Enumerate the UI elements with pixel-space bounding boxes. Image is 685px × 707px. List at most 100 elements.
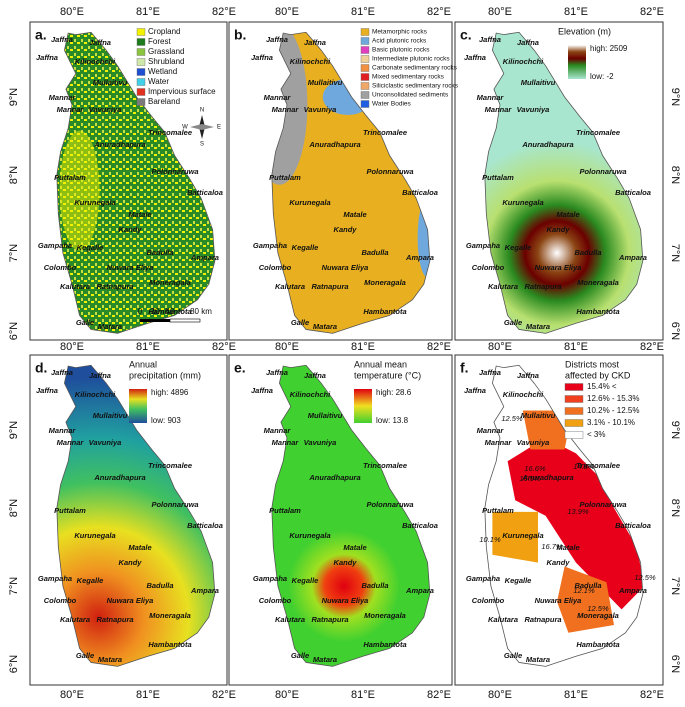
- district-label: Jaffna: [89, 38, 111, 47]
- lon-tick-label: 82°E: [427, 6, 451, 18]
- district-label: Puttalam: [269, 506, 301, 515]
- district-label: Ratnapura: [311, 282, 348, 291]
- district-label: Kilinochchi: [75, 390, 116, 399]
- district-label: Colombo: [472, 596, 505, 605]
- district-label: Hambantota: [576, 307, 619, 316]
- lon-tick-label: 81°E: [351, 6, 375, 18]
- district-label: Jaffna: [464, 53, 486, 62]
- legend-title: Annual: [129, 359, 157, 369]
- district-label: Mannar: [49, 93, 77, 102]
- legend-swatch: [564, 395, 584, 403]
- district-label: Jaffna: [89, 371, 111, 380]
- legend-high: high: 2509: [590, 44, 628, 53]
- district-label: Moneragala: [577, 278, 619, 287]
- lon-tick-label: 82°E: [427, 341, 451, 353]
- legend-label: Intermediate plutonic rocks: [372, 56, 450, 63]
- lon-tick-label: 82°E: [212, 6, 236, 18]
- district-label: Mannar: [264, 426, 292, 435]
- panel-frame: [228, 354, 453, 686]
- district-label: Puttalam: [482, 173, 514, 182]
- district-label: Mullaitivu: [521, 78, 556, 87]
- ckd-rate-label: 13.9%: [567, 507, 589, 516]
- district-label: Ratnapura: [311, 615, 348, 624]
- district-label: Mannar: [264, 93, 292, 102]
- legend-swatch: [136, 38, 146, 46]
- district-label: Jaffna: [304, 38, 326, 47]
- district-label: Mullaitivu: [521, 411, 556, 420]
- district-label: Mannar: [272, 438, 300, 447]
- compass-letter: E: [217, 125, 221, 131]
- lon-tick-label: 80°E: [275, 6, 299, 18]
- legend-label: Water Bodies: [372, 101, 412, 108]
- lon-tick-label: 80°E: [488, 689, 512, 701]
- legend-label: Shrubland: [148, 57, 184, 66]
- district-label: Mannar: [57, 105, 85, 114]
- district-label: Kalutara: [488, 282, 518, 291]
- lon-tick-label: 80°E: [60, 341, 84, 353]
- district-label: Kegalle: [77, 243, 104, 252]
- legend-label: Acid plutonic rocks: [372, 38, 427, 45]
- color-bar: [354, 389, 372, 423]
- district-label: Matara: [526, 322, 550, 331]
- scale-label: 20: [151, 307, 160, 316]
- compass-letter: N: [200, 108, 204, 114]
- legend-swatch: [360, 64, 370, 72]
- district-label: Kandy: [547, 558, 571, 567]
- district-label: Gampaha: [253, 241, 287, 250]
- district-label: Nuwara Eliya: [322, 596, 369, 605]
- district-label: Kilinochchi: [503, 390, 544, 399]
- ckd-rate-label: 12.1%: [573, 586, 595, 595]
- district-label: Colombo: [259, 263, 292, 272]
- district-label: Hambantota: [148, 307, 191, 316]
- lon-tick-label: 81°E: [351, 689, 375, 701]
- district-label: Batticaloa: [187, 521, 223, 530]
- district-label: Badulla: [146, 581, 173, 590]
- district-label: Anuradhapura: [93, 140, 145, 149]
- legend-label: Forest: [148, 37, 171, 46]
- lon-tick-label: 80°E: [60, 689, 84, 701]
- ckd-rate-label: 12.5%: [587, 604, 609, 613]
- district-label: Kurunegala: [74, 531, 115, 540]
- legend-swatch: [136, 28, 146, 36]
- lat-tick-label: 6°N: [8, 322, 20, 341]
- legend-swatch: [136, 48, 146, 56]
- district-label: Matara: [98, 322, 122, 331]
- district-label: Galle: [76, 651, 94, 660]
- district-label: Ampara: [618, 253, 647, 262]
- lat-tick-label: 7°N: [8, 244, 20, 263]
- district-label: Galle: [76, 318, 94, 327]
- district-label: Mullaitivu: [93, 411, 128, 420]
- district-label: Badulla: [574, 248, 601, 257]
- panel-label: d.: [35, 360, 47, 376]
- district-label: Ratnapura: [96, 615, 133, 624]
- legend-swatch: [360, 91, 370, 99]
- legend-swatch: [360, 82, 370, 90]
- district-label: Kurunegala: [289, 531, 330, 540]
- district-label: Vavuniya: [89, 438, 122, 447]
- district-label: Galle: [291, 318, 309, 327]
- panel-label: e.: [234, 360, 246, 376]
- district-label: Trincomalee: [148, 461, 192, 470]
- legend-label: Cropland: [148, 27, 180, 36]
- legend-title: affected by CKD: [565, 370, 631, 380]
- district-label: Kegalle: [77, 576, 104, 585]
- legend-swatch: [564, 383, 584, 391]
- district-label: Kalutara: [275, 615, 305, 624]
- district-label: Badulla: [361, 581, 388, 590]
- district-label: Jaffna: [266, 368, 288, 377]
- panel-frame: [29, 21, 228, 341]
- lon-tick-label: 80°E: [275, 689, 299, 701]
- district-label: Mannar: [485, 438, 513, 447]
- legend-label: Metamorphic rocks: [372, 29, 428, 36]
- district-label: Trincomalee: [576, 461, 620, 470]
- lat-tick-label: 8°N: [8, 166, 20, 185]
- district-label: Moneragala: [364, 611, 406, 620]
- legend-label: Water: [148, 77, 169, 86]
- district-label: Galle: [504, 651, 522, 660]
- legend-high: high: 4896: [151, 388, 189, 397]
- district-label: Anuradhapura: [521, 473, 573, 482]
- district-label: Puttalam: [54, 173, 86, 182]
- district-label: Hambantota: [148, 640, 191, 649]
- legend-swatch: [564, 431, 584, 439]
- district-label: Colombo: [472, 263, 505, 272]
